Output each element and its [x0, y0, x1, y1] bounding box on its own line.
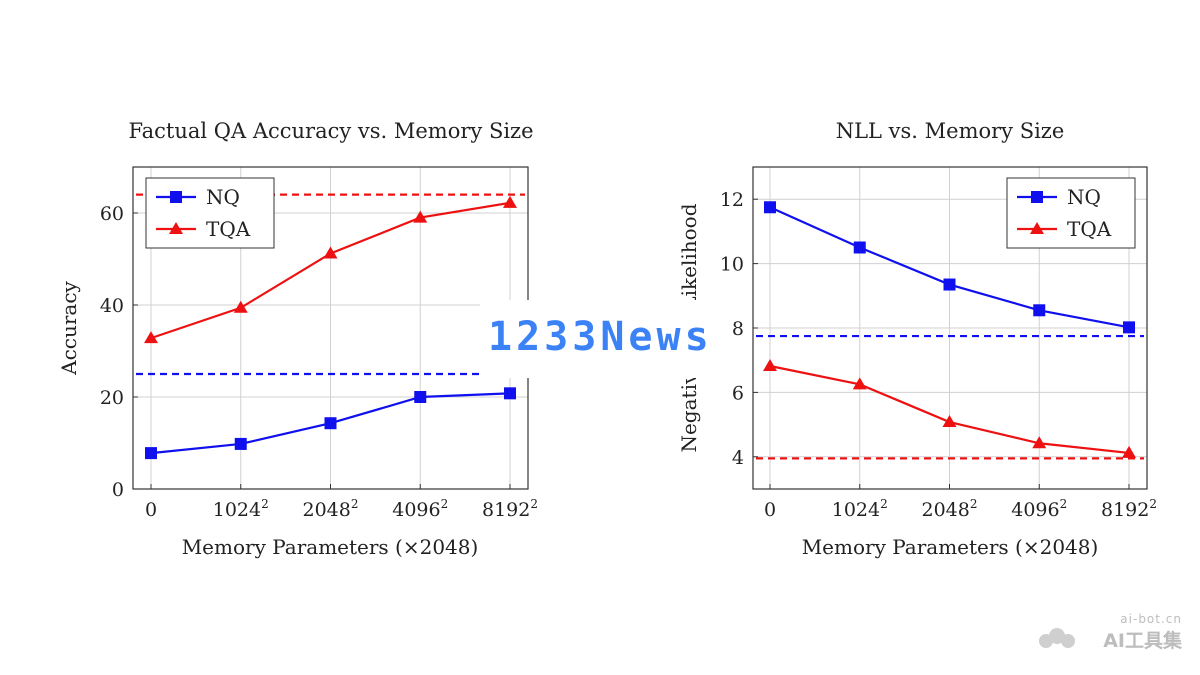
x-tick-label: 20482 [922, 497, 978, 521]
y-tick-label: 20 [100, 387, 124, 409]
x-tick-label: 81922 [482, 497, 538, 521]
cloud-logo-icon [1039, 628, 1075, 648]
y-tick-label: 12 [720, 189, 744, 211]
legend-box [1006, 177, 1136, 249]
accuracy-chart: Factual QA Accuracy vs. Memory Size 0 102… [57, 119, 538, 559]
corner-watermark-brand: AI工具集 [1103, 630, 1182, 652]
data-point-nq [1033, 304, 1046, 317]
data-point-nq [1123, 321, 1135, 334]
data-point-tqa [1122, 445, 1136, 458]
chart-title: Factual QA Accuracy vs. Memory Size [128, 119, 533, 143]
legend-label: NQ [206, 185, 240, 209]
y-tick-label: 10 [720, 254, 744, 276]
data-point-nq [145, 447, 157, 460]
x-tick-label: 81922 [1101, 497, 1157, 521]
legend-label: TQA [206, 217, 251, 241]
legend-label: NQ [1067, 185, 1101, 209]
y-tick-label: 8 [732, 318, 744, 340]
x-tick-label: 20482 [303, 497, 359, 521]
x-tick-label: 0 [145, 499, 157, 521]
legend-marker [169, 222, 183, 234]
data-point-nq [234, 437, 247, 450]
y-axis-label: Accuracy [57, 280, 81, 375]
data-point-tqa [852, 377, 867, 390]
data-point-tqa [144, 331, 158, 344]
corner-watermark-url: ai-bot.cn [1120, 612, 1182, 626]
data-point-tqa [323, 246, 338, 259]
x-tick-label: 10242 [832, 497, 888, 521]
legend-label: TQA [1067, 217, 1112, 241]
watermark-text: 1233News [488, 314, 713, 360]
nll-chart: NLL vs. Memory Size 0 10242 20482 40962 8192… [677, 119, 1157, 559]
x-tick-label: 40962 [1011, 497, 1067, 521]
y-tick-label: 60 [100, 203, 124, 225]
x-tick-label: 10242 [213, 497, 269, 521]
x-axis-label: Memory Parameters (×2048) [182, 535, 479, 559]
y-tick-label: 0 [112, 479, 124, 501]
corner-watermark: ai-bot.cn AI工具集 [1103, 612, 1182, 653]
legend-box [145, 177, 275, 249]
data-point-tqa [942, 415, 957, 428]
legend-marker [170, 191, 182, 203]
data-point-nq [324, 417, 337, 430]
data-point-tqa [763, 358, 777, 371]
y-tick-label: 40 [100, 295, 124, 317]
chart-title: NLL vs. Memory Size [836, 119, 1065, 143]
watermark-overlay: 1233News [480, 300, 720, 378]
data-point-nq [943, 278, 956, 291]
data-point-tqa [233, 300, 248, 313]
data-point-nq [853, 241, 866, 254]
x-tick-label: 40962 [392, 497, 448, 521]
data-point-tqa [413, 210, 428, 223]
data-point-nq [414, 391, 427, 403]
data-point-tqa [503, 195, 517, 208]
data-point-nq [504, 387, 516, 400]
y-tick-label: 4 [732, 447, 744, 469]
x-axis-label: Memory Parameters (×2048) [802, 535, 1099, 559]
legend-marker [1030, 222, 1044, 234]
legend-marker [1031, 191, 1043, 203]
y-tick-label: 6 [732, 382, 744, 404]
x-tick-label: 0 [764, 499, 776, 521]
data-point-nq [764, 201, 776, 214]
data-point-tqa [1032, 436, 1047, 449]
